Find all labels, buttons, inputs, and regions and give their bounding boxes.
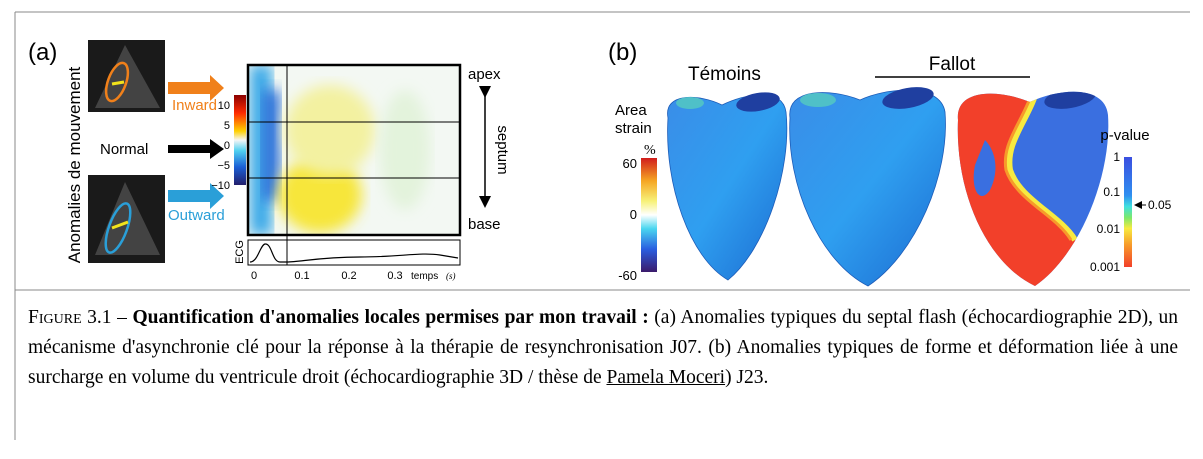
caption-body: (a) Anomalies typiques du septal flash (… [28, 307, 1179, 388]
pvalue-colorbar [1124, 157, 1132, 267]
heatmap-frame [246, 63, 462, 237]
heart-valve [736, 92, 780, 112]
echo-contour [104, 61, 130, 103]
heatmap-blue [262, 90, 280, 200]
colorbar-tick: 60 [623, 156, 637, 171]
motion-arrow [111, 220, 129, 230]
time-tick: 0.2 [341, 270, 356, 282]
group-label: Fallot [929, 54, 976, 75]
caption: Figure 3.1 – Quantification d'anomalies … [28, 303, 1178, 393]
time-tick: 0 [251, 270, 257, 282]
heart-valve [676, 97, 704, 109]
colorbar-tick: -60 [618, 268, 637, 283]
group-label: Témoins [688, 64, 761, 85]
heart-edge [1003, 91, 1073, 241]
pvalue-tick: 0.1 [1103, 185, 1120, 199]
y-axis-label: Anomalies de mouvement [65, 66, 84, 263]
heatmap-yellow [285, 85, 375, 175]
outward-arrow [168, 183, 224, 209]
ecg-frame [247, 239, 461, 266]
panel-label: (b) [608, 39, 637, 66]
pvalue-threshold: 0.05 [1148, 198, 1172, 212]
apex-label: apex [468, 66, 501, 83]
caption-label: Figure 3.1 – [28, 307, 127, 328]
caption-link[interactable]: Pamela Moceri [606, 367, 726, 388]
caption-title: Quantification d'anomalies locales permi… [132, 307, 649, 328]
ecg-label: ECG [234, 240, 246, 264]
caption-end: ) J23. [725, 367, 769, 388]
septum-label: septum [494, 125, 511, 174]
echo-sector [95, 182, 160, 255]
heatmap [248, 65, 460, 235]
colorbar-tick: 0 [630, 207, 637, 222]
colorbar-tick: 0 [224, 140, 230, 152]
normal-label: Normal [100, 141, 148, 158]
heart-control [667, 94, 788, 281]
colorbar-unit: % [644, 143, 656, 158]
colorbar [641, 158, 657, 272]
colorbar [234, 95, 246, 185]
colorbar-title: Area [615, 102, 647, 119]
pvalue-tick: 0.01 [1097, 222, 1121, 236]
panel-label: (a) [28, 39, 57, 66]
time-tick: 0.3 [387, 270, 402, 282]
inward-arrow [168, 75, 224, 101]
pvalue-tick: 1 [1113, 150, 1120, 164]
colorbar-tick: −10 [211, 180, 230, 192]
heatmap-yellow [278, 157, 362, 233]
ecg-trace [249, 243, 459, 263]
colorbar-tick: −5 [217, 160, 230, 172]
pvalue-tick: 0.001 [1090, 260, 1120, 274]
outward-label: Outward [168, 207, 225, 224]
time-tick: 0.1 [294, 270, 309, 282]
heart-fallot [789, 89, 946, 287]
time-label: temps [411, 271, 438, 282]
inward-label: Inward [172, 97, 217, 114]
heart-valve [800, 93, 836, 107]
colorbar-title: strain [615, 120, 652, 137]
heatmap-green [380, 90, 430, 210]
colorbar-tick: 5 [224, 120, 230, 132]
echo-contour [104, 202, 132, 254]
base-label: base [468, 216, 501, 233]
colorbar-tick: 10 [218, 100, 230, 112]
pvalue-title: p-value [1100, 127, 1149, 144]
heart-region [973, 140, 996, 196]
normal-arrow [168, 139, 224, 159]
time-unit: (s) [446, 271, 456, 281]
motion-arrow [111, 80, 125, 86]
heart-valve [882, 87, 934, 109]
heart-edge [1006, 91, 1078, 242]
